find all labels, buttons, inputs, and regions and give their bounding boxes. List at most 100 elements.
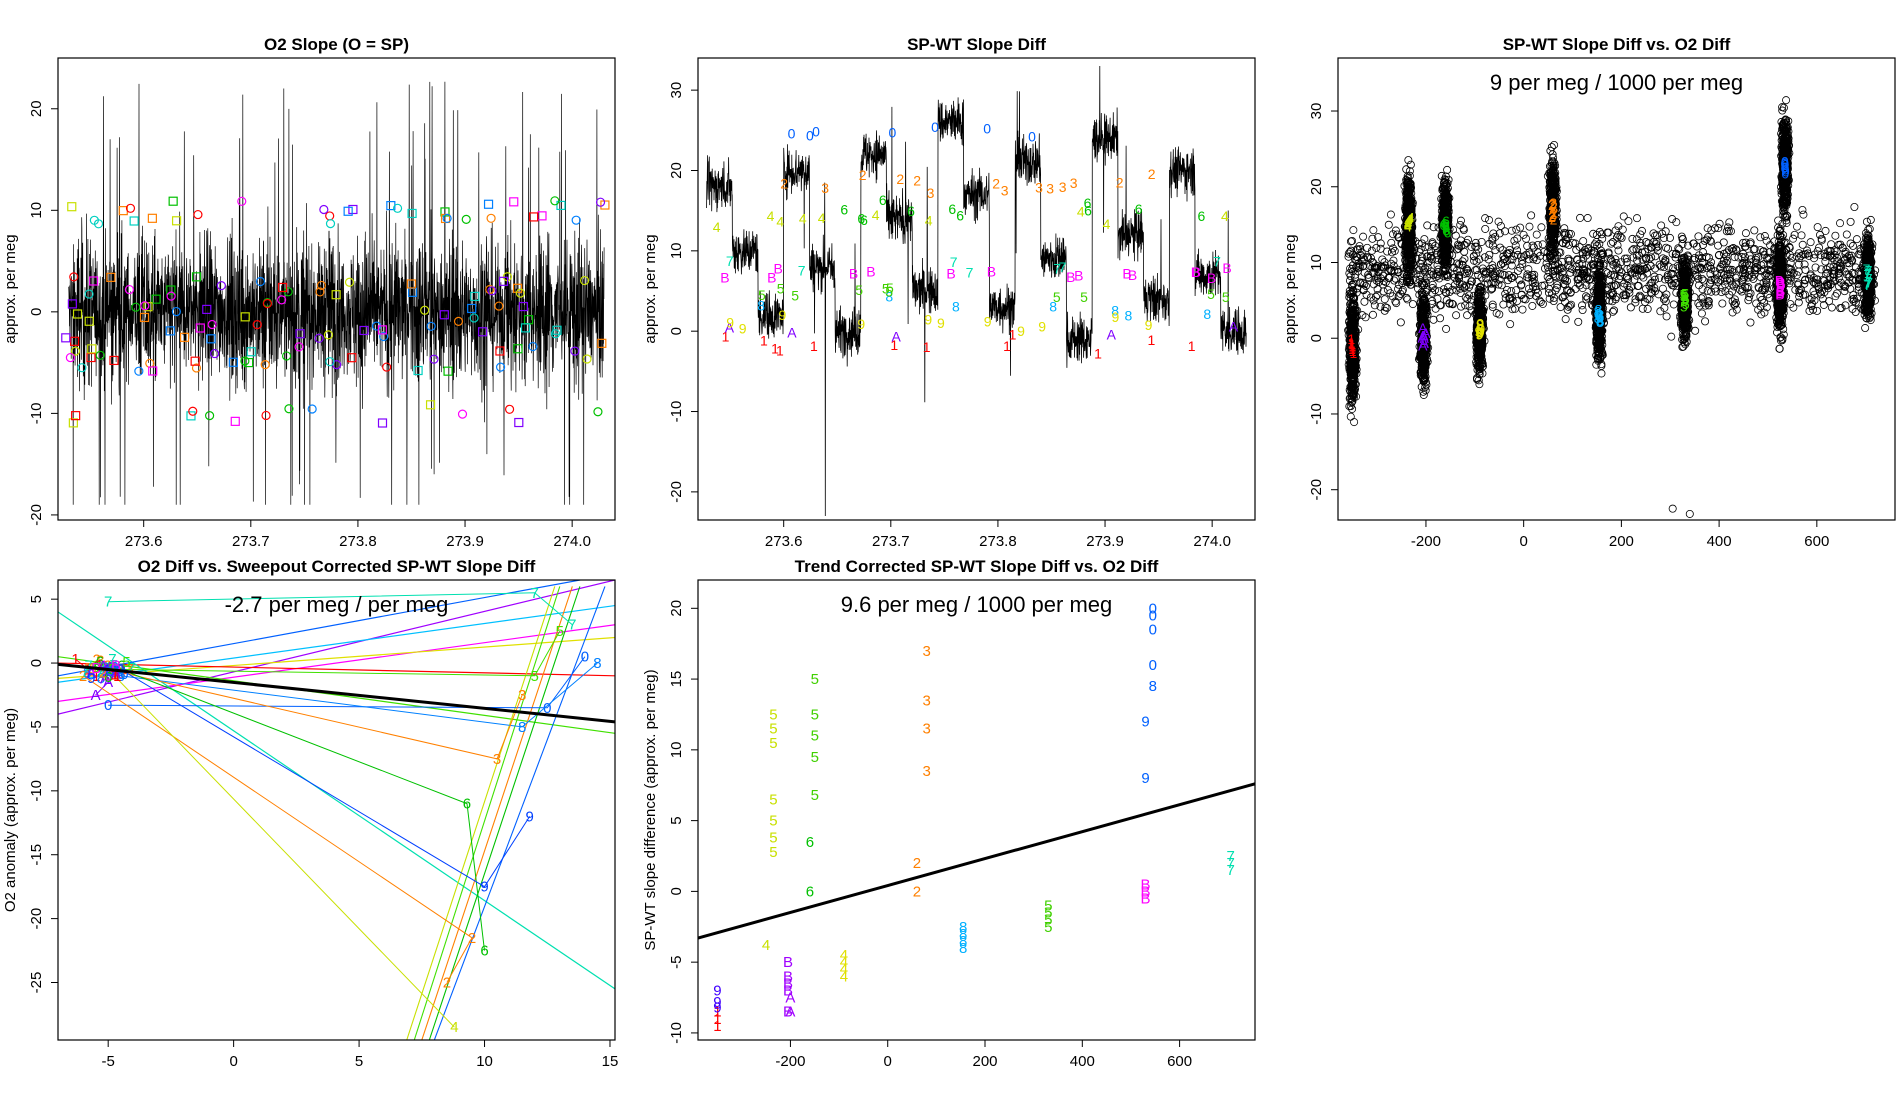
scatter-point	[1819, 300, 1828, 309]
scatter-point	[1754, 284, 1763, 293]
o2-marker-circle	[344, 277, 355, 287]
scatter-point	[1715, 219, 1724, 228]
scatter-point	[1713, 277, 1722, 286]
scatter-point	[1549, 297, 1558, 306]
scatter-point	[1672, 249, 1681, 258]
scatter-point	[1760, 285, 1769, 294]
scatter-point	[1840, 287, 1849, 296]
scatter-point	[1510, 272, 1519, 281]
scatter-point	[1821, 226, 1830, 235]
series-label-0: 0	[812, 124, 820, 140]
scatter-point	[1725, 218, 1734, 227]
o2-marker-circle	[252, 320, 262, 330]
scatter-point	[1832, 289, 1841, 298]
scatter-point	[1718, 299, 1727, 308]
o2-marker-circle	[550, 196, 560, 206]
scatter-point	[1485, 216, 1494, 225]
scatter-point	[1558, 257, 1567, 266]
series-label-B: B	[1066, 269, 1075, 285]
scatter-point	[1403, 295, 1412, 304]
series-label-B: B	[1128, 267, 1137, 283]
scatter-point	[1380, 295, 1389, 304]
scatter-point	[1455, 271, 1464, 280]
scatter-point	[1842, 230, 1851, 239]
scatter-point	[1451, 231, 1460, 240]
scatter-point	[1756, 292, 1765, 301]
scatter-point	[1798, 206, 1807, 215]
scatter-point	[1749, 274, 1758, 283]
scatter-point	[1583, 214, 1592, 223]
series-label-5: 5	[777, 280, 785, 296]
series-label-6: 6	[879, 192, 887, 208]
cluster-label-A: A	[1419, 335, 1429, 351]
o2-marker-circle	[570, 346, 580, 356]
scatter-point	[1650, 283, 1659, 292]
series-label-1: 1	[776, 342, 784, 358]
scatter-point	[1517, 280, 1526, 289]
o2-marker-square	[347, 353, 357, 363]
cluster-label-2: 2	[1550, 199, 1558, 215]
scatter-point	[1850, 269, 1859, 278]
scatter-point	[1578, 250, 1587, 259]
scatter-point	[1827, 303, 1836, 312]
series-label-5: 5	[1080, 289, 1088, 305]
scatter-point	[1345, 248, 1354, 257]
scatter-point	[1418, 262, 1427, 271]
o2-marker-square	[67, 299, 77, 309]
o2-marker-circle	[323, 330, 334, 340]
series-label-2: 2	[1116, 174, 1124, 190]
scatter-point	[1707, 264, 1716, 273]
scatter-point	[1368, 310, 1377, 319]
o2-marker-circle	[191, 363, 202, 373]
scatter-point	[1356, 251, 1365, 260]
scatter-point	[1785, 243, 1794, 252]
o2-marker-circle	[207, 319, 217, 330]
scatter-point	[1348, 250, 1357, 259]
o2-marker-circle	[504, 404, 515, 414]
scatter-point	[1510, 236, 1519, 245]
scatter-point	[1537, 223, 1546, 232]
scatter-point	[1465, 302, 1474, 311]
scatter-point	[1678, 235, 1687, 244]
series-label-0: 0	[1028, 128, 1036, 144]
scatter-point	[1651, 252, 1660, 261]
scatter-point	[1597, 230, 1606, 239]
scatter-point	[1750, 264, 1759, 273]
scatter-point	[1694, 251, 1703, 260]
scatter-point	[1789, 234, 1798, 243]
scatter-point	[1564, 229, 1573, 238]
scatter-point	[1454, 274, 1463, 283]
scatter-point	[1360, 297, 1369, 306]
o2-marker-square	[597, 338, 607, 348]
scatter-point	[1661, 257, 1670, 266]
scatter-point	[1488, 236, 1497, 245]
y-tick-label: 20	[668, 162, 685, 179]
scatter-point	[1673, 262, 1682, 271]
o2-marker-circle	[124, 284, 135, 295]
o2-marker-circle	[294, 342, 304, 352]
scatter-point	[1714, 251, 1723, 260]
scatter-point	[1787, 265, 1796, 274]
scatter-point	[1803, 246, 1812, 255]
series-label-1: 1	[1003, 338, 1011, 354]
scatter-point	[1469, 252, 1478, 261]
scatter-point	[1806, 238, 1815, 247]
o2-marker-circle	[442, 213, 452, 224]
series-label-3: 3	[821, 180, 829, 196]
scatter-point	[1463, 295, 1472, 304]
series-label-7: 7	[1213, 253, 1221, 269]
series-label-9: 9	[984, 313, 992, 329]
scatter-point	[1659, 263, 1668, 272]
scatter-point	[1821, 270, 1830, 279]
series-label-9: 9	[739, 320, 747, 336]
scatter-point	[1637, 271, 1646, 280]
scatter-point	[1659, 234, 1668, 243]
scatter-point	[1848, 304, 1857, 313]
scatter-point	[1518, 256, 1527, 265]
scatter-point	[1359, 286, 1368, 295]
scatter-point	[1496, 221, 1505, 230]
o2-marker-square	[72, 309, 83, 319]
scatter-point	[1457, 302, 1466, 311]
o2-marker-square	[84, 316, 94, 326]
o2-marker-circle	[392, 203, 403, 213]
